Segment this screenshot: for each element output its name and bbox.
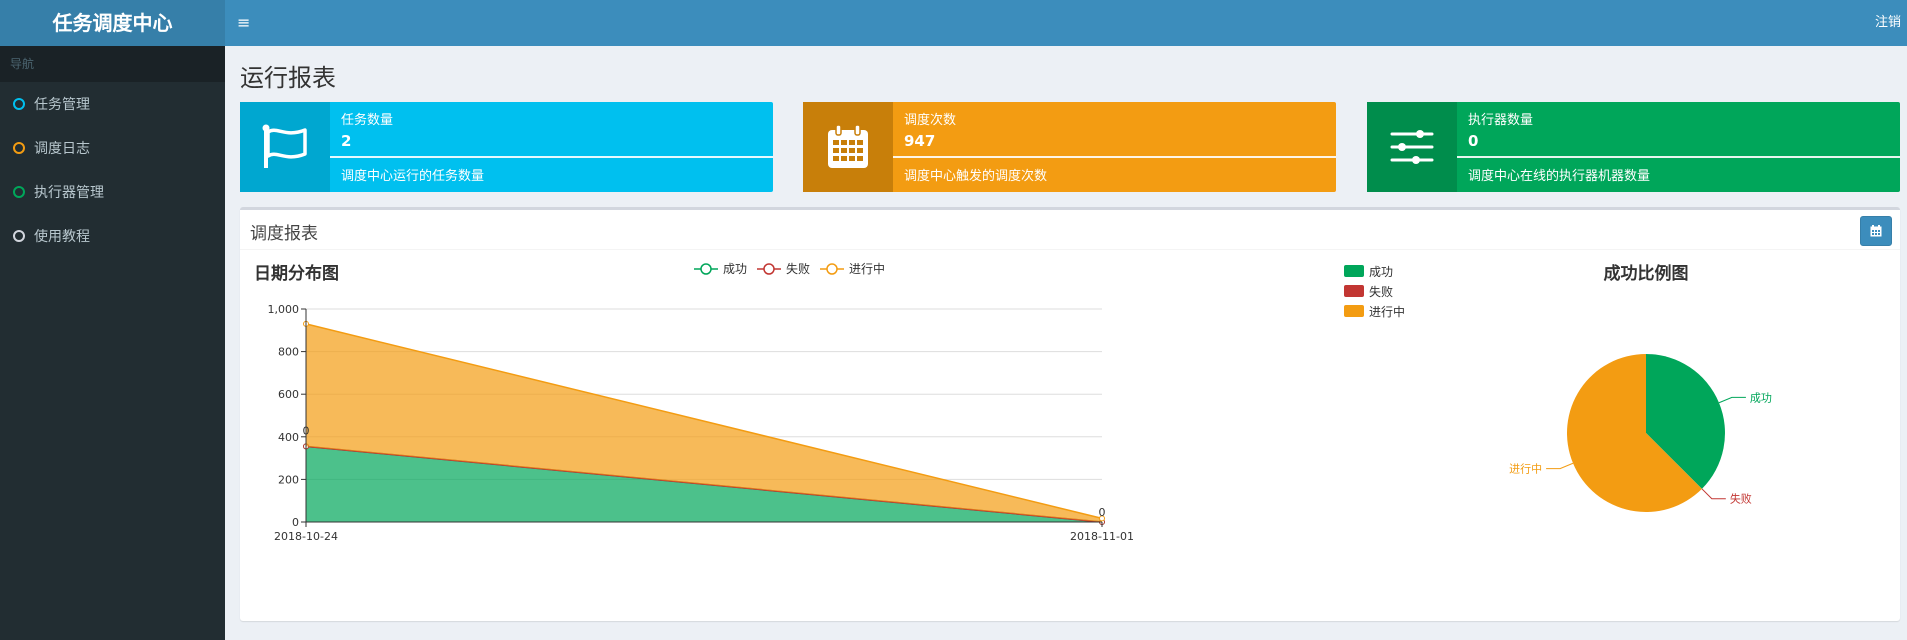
data-label: 0 xyxy=(1099,506,1106,519)
info-box-job-count: 任务数量 2 调度中心运行的任务数量 xyxy=(240,102,773,192)
legend-item: 成功 xyxy=(694,262,747,276)
legend-label: 失败 xyxy=(786,261,810,276)
y-tick-label: 1,000 xyxy=(268,303,300,316)
info-box-value: 0 xyxy=(1468,132,1479,150)
x-tick-label: 2018-11-01 xyxy=(1070,530,1134,543)
circle-icon xyxy=(13,142,25,154)
y-tick-label: 600 xyxy=(278,388,299,401)
panel-title: 调度报表 xyxy=(250,224,318,244)
info-box-label: 任务数量 xyxy=(341,113,394,128)
info-box-desc: 调度中心运行的任务数量 xyxy=(341,169,485,184)
info-box-trigger-count: 调度次数 947 调度中心触发的调度次数 xyxy=(803,102,1336,192)
legend-label: 成功 xyxy=(1369,265,1393,279)
top-navbar: ≡ 注销 xyxy=(225,0,1907,46)
legend-swatch xyxy=(1344,305,1364,317)
info-box-executor-count: 执行器数量 0 调度中心在线的执行器机器数量 xyxy=(1367,102,1900,192)
info-box-value: 947 xyxy=(904,132,936,150)
legend-label: 进行中 xyxy=(849,261,885,276)
pie-leader-line xyxy=(1546,462,1574,470)
pie-label: 进行中 xyxy=(1509,463,1542,476)
pie-label: 失败 xyxy=(1730,492,1752,506)
sidebar-item-logs[interactable]: 调度日志 xyxy=(0,126,225,170)
point-进行中 xyxy=(1099,515,1105,522)
page-title: 运行报表 xyxy=(240,64,336,92)
chart-title: 成功比例图 xyxy=(1604,263,1689,284)
circle-icon xyxy=(13,186,25,198)
pie-label: 成功 xyxy=(1750,391,1772,404)
line-进行中 xyxy=(305,323,1103,520)
calendar-icon xyxy=(803,102,893,192)
pie-leader-line xyxy=(1718,396,1746,404)
progress-bar xyxy=(330,156,773,158)
legend-label: 进行中 xyxy=(1369,304,1405,319)
info-box-desc: 调度中心在线的执行器机器数量 xyxy=(1468,169,1651,184)
progress-bar xyxy=(893,156,1336,158)
legend-marker xyxy=(700,263,712,275)
sidebar-item-label: 调度日志 xyxy=(34,141,90,157)
sidebar-item-label: 任务管理 xyxy=(34,97,90,113)
legend-label: 失败 xyxy=(1369,284,1393,299)
sidebar-item-label: 执行器管理 xyxy=(34,185,104,201)
legend-swatch xyxy=(1344,285,1364,297)
info-box-value: 2 xyxy=(341,132,352,150)
y-tick-label: 800 xyxy=(278,346,299,359)
info-box-desc: 调度中心触发的调度次数 xyxy=(904,169,1048,184)
legend-item: 失败 xyxy=(757,261,810,276)
nav-header: 导航 xyxy=(0,46,225,82)
pie-slice-进行中 xyxy=(1567,354,1702,512)
y-tick-label: 0 xyxy=(292,516,299,529)
legend-label: 成功 xyxy=(723,262,747,276)
sliders-icon xyxy=(1367,102,1457,192)
circle-icon xyxy=(13,230,25,242)
chart-title: 日期分布图 xyxy=(254,263,339,284)
y-tick-label: 200 xyxy=(278,473,299,486)
info-box-label: 执行器数量 xyxy=(1468,113,1534,128)
legend-item: 进行中 xyxy=(820,261,885,276)
pie-slice-成功 xyxy=(1646,354,1725,489)
date-range-button[interactable] xyxy=(1860,216,1892,246)
legend-marker xyxy=(826,263,838,275)
circle-icon xyxy=(13,98,25,110)
logout-link[interactable]: 注销 xyxy=(1874,15,1901,30)
calendar-icon xyxy=(1870,225,1882,237)
sidebar-item-help[interactable]: 使用教程 xyxy=(0,214,225,258)
legend-marker xyxy=(763,263,775,275)
x-tick-label: 2018-10-24 xyxy=(274,530,338,543)
pie-leader-line xyxy=(1701,488,1726,500)
flag-icon xyxy=(240,102,330,192)
app-logo[interactable]: 任务调度中心 xyxy=(0,0,225,46)
sidebar-item-jobs[interactable]: 任务管理 xyxy=(0,82,225,126)
panel-header: 调度报表 xyxy=(240,210,1900,250)
sidebar: 导航 任务管理 调度日志 执行器管理 使用教程 xyxy=(0,46,225,640)
info-box-label: 调度次数 xyxy=(904,113,957,128)
sidebar-item-label: 使用教程 xyxy=(34,229,90,245)
area-进行中 xyxy=(306,323,1102,522)
sidebar-toggle-icon[interactable]: ≡ xyxy=(237,13,251,32)
sidebar-item-executors[interactable]: 执行器管理 xyxy=(0,170,225,214)
progress-bar xyxy=(1457,156,1900,158)
legend-swatch xyxy=(1344,265,1364,277)
y-tick-label: 400 xyxy=(278,431,299,444)
